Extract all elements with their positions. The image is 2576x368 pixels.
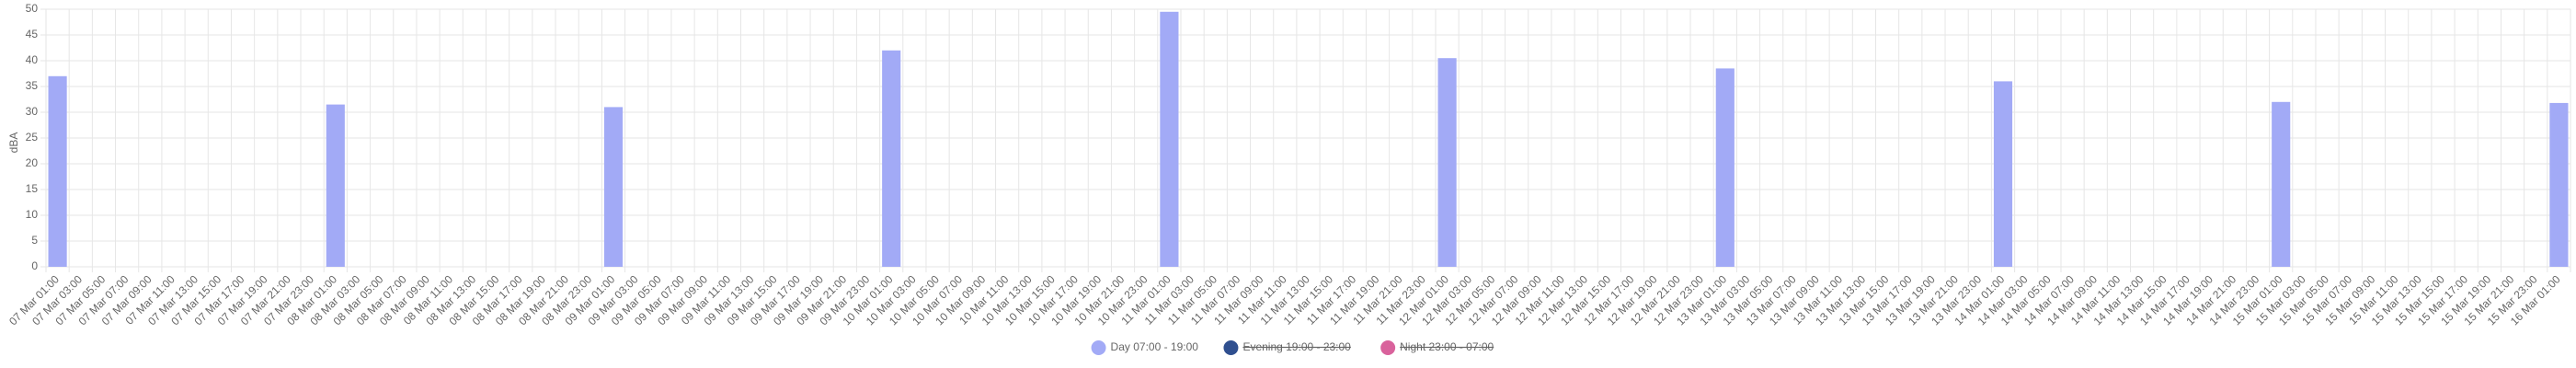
legend-marker [1091,340,1106,355]
y-axis-label: dBA [7,132,20,154]
y-tick-label: 25 [26,131,39,144]
legend-item[interactable]: Evening 19:00 - 23:00 [1223,340,1351,355]
bar [2549,102,2569,267]
bar [1437,58,1457,268]
legend-marker [1380,340,1396,355]
legend-label: Evening 19:00 - 23:00 [1242,340,1351,353]
bar [603,107,624,268]
legend-label: Day 07:00 - 19:00 [1111,340,1199,353]
legend-marker [1223,340,1239,355]
legend-item[interactable]: Night 23:00 - 07:00 [1380,340,1494,355]
y-tick-label: 15 [26,182,39,195]
y-tick-label: 0 [31,259,38,272]
y-tick-label: 20 [26,156,39,169]
y-tick-label: 30 [26,105,39,118]
bar [1160,11,1179,268]
bar [326,104,345,267]
bar [48,75,67,267]
y-tick-label: 45 [26,28,39,40]
y-tick-label: 10 [26,208,39,221]
bar [2272,101,2291,267]
bar [1715,68,1735,268]
bar [882,50,901,267]
bar [1993,81,2013,268]
y-tick-label: 50 [26,2,39,15]
legend-item[interactable]: Day 07:00 - 19:00 [1091,340,1199,355]
legend-label: Night 23:00 - 07:00 [1400,340,1494,353]
y-tick-label: 35 [26,79,39,92]
y-tick-label: 5 [31,234,38,247]
y-tick-label: 40 [26,53,39,66]
